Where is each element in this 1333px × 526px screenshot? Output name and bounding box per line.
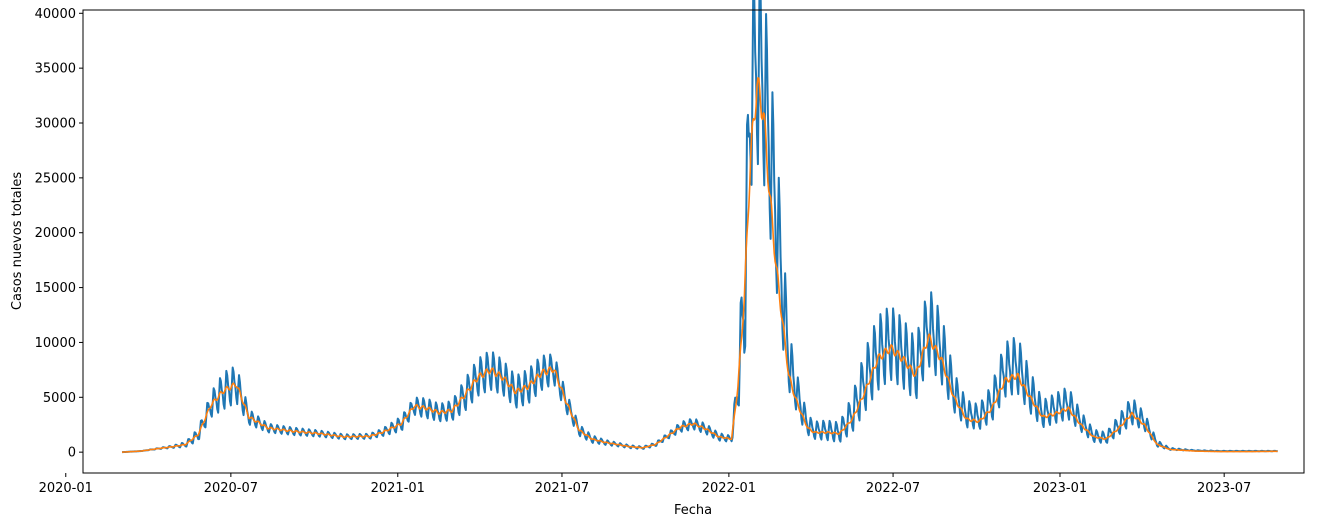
y-axis-ticks: 0 5000 10000 15000 20000 25000 30000 35000 40000 (35, 7, 83, 461)
x-tick-label: 2023-07 (1197, 481, 1251, 496)
x-axis-ticks: 2020-01 2020-07 2021-01 2021-07 2022-01 2022-… (39, 473, 1251, 496)
x-axis-label: Fecha (674, 503, 712, 518)
plot-frame (82, 9, 1305, 474)
series-line-rolling-average (121, 77, 1278, 453)
x-tick-label: 2021-07 (535, 481, 589, 496)
y-tick-label: 25000 (35, 171, 76, 186)
x-tick-label: 2022-07 (866, 481, 920, 496)
x-tick-label: 2023-01 (1033, 481, 1087, 496)
x-tick-label: 2021-01 (371, 481, 425, 496)
y-tick-label: 15000 (35, 281, 76, 296)
x-tick-label: 2022-01 (702, 481, 756, 496)
y-tick-label: 30000 (35, 117, 76, 132)
y-tick-label: 0 (68, 446, 76, 461)
plot-lines (121, 0, 1278, 454)
y-tick-label: 5000 (43, 391, 76, 406)
y-tick-label: 35000 (35, 62, 76, 77)
y-tick-label: 20000 (35, 226, 76, 241)
y-tick-label: 40000 (35, 7, 76, 22)
x-tick-label: 2020-07 (204, 481, 258, 496)
y-tick-label: 10000 (35, 336, 76, 351)
x-tick-label: 2020-01 (39, 481, 93, 496)
y-axis-label: Casos nuevos totales (10, 172, 25, 310)
